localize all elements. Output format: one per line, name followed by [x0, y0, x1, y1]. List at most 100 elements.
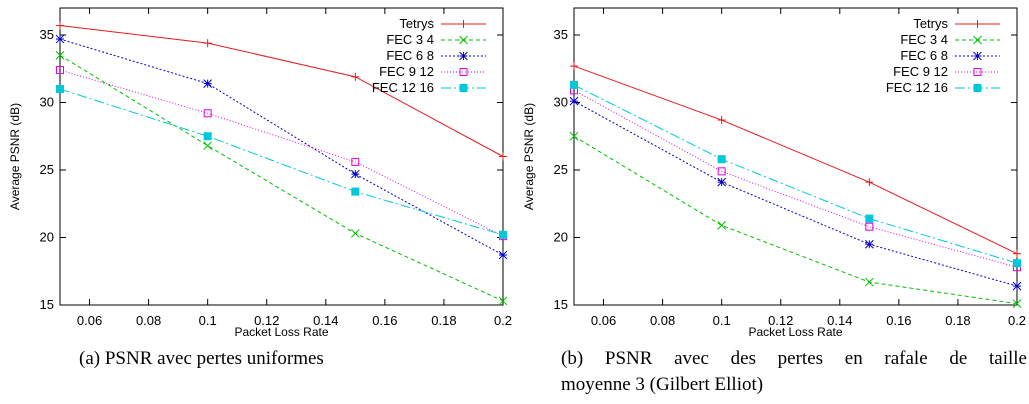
chart-b-series-4-point-2	[865, 214, 874, 223]
chart-b-series-0-point-1	[717, 116, 726, 125]
chart-a-series-0-point-2	[351, 72, 360, 81]
chart-b-legend-label-3: FEC 9 12	[893, 64, 948, 79]
chart-b-series-0-point-0	[570, 62, 578, 71]
chart-b-series-2-point-2	[864, 239, 874, 249]
chart-b-series-3-point-1	[717, 167, 726, 176]
chart-b-xtick-label-5: 0.16	[886, 313, 911, 328]
chart-b-ytick-label-4: 35	[554, 27, 568, 42]
caption-a: (a) PSNR avec pertes uniformes	[79, 346, 499, 372]
chart-b-ytick-label-1: 20	[554, 230, 568, 245]
caption-b-line-2: moyenne 3 (Gilbert Elliot)	[561, 374, 764, 395]
chart-a-series-0-point-0	[56, 21, 64, 30]
chart-b-series-3-point-2	[865, 222, 874, 231]
chart-b-xtick-label-7: 0.2	[1008, 313, 1026, 328]
chart-a-series-3-point-0	[56, 66, 64, 75]
chart-b-series-0-point-2	[865, 178, 874, 187]
chart-a-series-2-point-1	[203, 79, 213, 88]
chart-a-legend-marker-1	[459, 35, 468, 45]
chart-a-series-3-point-2	[351, 157, 360, 166]
chart-b-ytick-label-2: 25	[554, 162, 568, 177]
chart-a-series-line-4	[59, 88, 504, 236]
chart-a-series-line-0	[59, 25, 504, 157]
chart-a-xtick-label-1: 0.08	[136, 313, 161, 328]
chart-b-xtick-label-4: 0.14	[827, 313, 852, 328]
chart-a-series-2-point-0	[55, 34, 65, 44]
chart-b-legend-marker-0	[973, 20, 982, 28]
chart-b-legend-label-2: FEC 6 8	[900, 48, 948, 63]
chart-b-xlabel: Packet Loss Rate	[748, 325, 842, 339]
chart-a-series-1-point-2	[350, 229, 360, 238]
chart-b-ytick-label-3: 30	[554, 95, 568, 110]
chart-a-series-2-point-2	[350, 169, 360, 179]
chart-a-ytick-label-4: 35	[40, 27, 54, 42]
chart-a-xtick-label-5: 0.16	[372, 313, 397, 328]
chart-a-series-1-point-3	[498, 296, 508, 306]
chart-a-series-1-point-0	[55, 50, 65, 60]
chart-b-xtick-label-1: 0.08	[650, 313, 675, 328]
chart-a-series-0-point-3	[499, 152, 507, 161]
chart-a-uniform-losses: 0.06 0.08 0.1 0.12 0.14 0.16 0.18 0.2 15 20 25 30 35…	[8, 7, 512, 339]
chart-b-ylabel: Average PSNR (dB)	[522, 103, 536, 210]
chart-b-series-2-point-0	[569, 96, 579, 106]
chart-b-series-line-1	[573, 135, 1018, 305]
chart-a-legend-label-3: FEC 9 12	[379, 64, 434, 79]
chart-b-series-4-point-1	[717, 155, 726, 164]
chart-a-legend-marker-3	[459, 68, 468, 76]
chart-a-legend-label-4: FEC 12 16	[372, 80, 434, 95]
chart-b-legend-label-1: FEC 3 4	[900, 32, 948, 47]
chart-a-legend-label-2: FEC 6 8	[386, 48, 434, 63]
chart-b-series-2-point-1	[717, 177, 727, 187]
chart-b-series-line-2	[573, 100, 1018, 287]
chart-b-xtick-label-2: 0.1	[713, 313, 731, 328]
chart-a-xtick-label-0: 0.06	[77, 313, 102, 328]
chart-a-xtick-label-4: 0.14	[313, 313, 338, 328]
chart-a-xtick-label-2: 0.1	[199, 313, 217, 328]
chart-a-ytick-label-0: 15	[40, 297, 54, 312]
chart-a-series-4-point-1	[203, 132, 212, 141]
chart-a-series-0-point-1	[203, 39, 212, 48]
chart-b-plot-frame	[573, 7, 1018, 306]
caption-b-line-1: (b) PSNR avec des pertes en rafale de ta…	[561, 348, 1027, 369]
chart-b-legend-label-4: FEC 12 16	[886, 80, 948, 95]
caption-b: (b) PSNR avec des pertes en rafale de ta…	[561, 346, 1027, 398]
chart-b-series-1-point-1	[717, 220, 727, 230]
chart-b-series-line-0	[573, 65, 1018, 255]
chart-b-legend-marker-4	[973, 84, 982, 92]
chart-a-xtick-label-3: 0.12	[254, 313, 279, 328]
chart-b-series-1-point-0	[569, 131, 579, 141]
chart-b-series-line-4	[573, 84, 1018, 264]
chart-b-series-line-3	[573, 89, 1018, 268]
chart-a-series-line-1	[59, 54, 504, 302]
chart-b-series-1-point-3	[1012, 299, 1022, 309]
chart-a-legend-marker-2	[459, 51, 468, 61]
chart-a-ytick-label-3: 30	[40, 95, 54, 110]
chart-b-series-4-point-0	[570, 80, 578, 89]
chart-a-series-4-point-2	[351, 187, 360, 196]
chart-a-plot-frame	[59, 7, 504, 306]
chart-b-legend-marker-2	[973, 51, 982, 61]
chart-b-series-0-point-3	[1013, 249, 1021, 258]
chart-b-series-4-point-3	[1013, 259, 1021, 268]
chart-b-burst-losses: 0.06 0.08 0.1 0.12 0.14 0.16 0.18 0.2 15 20 25 30 35…	[522, 7, 1026, 339]
chart-a-legend-label-0: Tetrys	[399, 16, 434, 31]
chart-a-legend-marker-4	[459, 84, 468, 92]
chart-a-series-4-point-0	[56, 85, 64, 93]
chart-b-series-1-point-2	[864, 277, 874, 287]
chart-a-series-4-point-3	[499, 230, 507, 239]
chart-a-xtick-label-6: 0.18	[431, 313, 456, 328]
chart-b-legend-label-0: Tetrys	[913, 16, 948, 31]
chart-a-series-line-3	[59, 69, 504, 237]
chart-b-legend-marker-3	[973, 68, 982, 76]
chart-a-xlabel: Packet Loss Rate	[234, 325, 328, 339]
chart-a-series-3-point-1	[203, 109, 212, 118]
chart-a-series-1-point-1	[203, 141, 213, 151]
chart-a-series-2-point-3	[498, 250, 508, 260]
chart-b-xtick-label-0: 0.06	[591, 313, 616, 328]
chart-a-legend-label-1: FEC 3 4	[386, 32, 434, 47]
chart-a-ytick-label-1: 20	[40, 230, 54, 245]
chart-b-series-2-point-3	[1012, 281, 1022, 291]
chart-a-series-line-2	[59, 38, 504, 256]
caption-a-text: (a) PSNR avec pertes uniformes	[79, 348, 324, 369]
chart-b-xtick-label-3: 0.12	[768, 313, 793, 328]
chart-b-legend-marker-1	[973, 35, 982, 45]
